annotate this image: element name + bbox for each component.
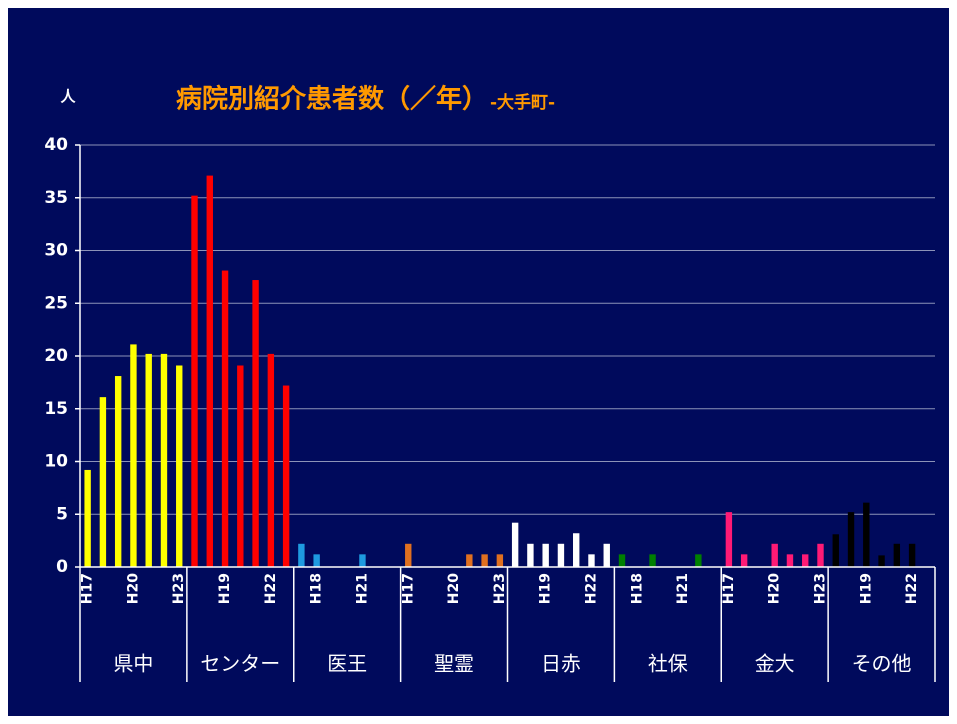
group-label: 日赤: [541, 652, 581, 676]
x-tick-label: H17: [400, 573, 416, 604]
y-tick-label: 25: [44, 293, 68, 313]
bar: [557, 543, 565, 567]
y-tick-label: 10: [44, 452, 68, 472]
x-tick-label: H23: [171, 573, 187, 604]
x-tick-label: H19: [217, 573, 233, 604]
y-tick-label: 20: [44, 346, 68, 366]
bar: [847, 512, 855, 567]
x-tick-label: H18: [309, 573, 325, 604]
bar: [466, 554, 473, 567]
x-tick-label: H17: [80, 573, 96, 604]
bar: [786, 554, 794, 567]
y-tick-label: 30: [44, 241, 68, 261]
x-tick-label: H23: [492, 573, 508, 604]
bar: [160, 353, 168, 567]
x-tick-label: H19: [858, 573, 874, 604]
bar: [649, 554, 656, 567]
bar: [588, 554, 595, 567]
y-tick-label: 5: [56, 504, 68, 524]
bar: [176, 365, 183, 567]
bar: [84, 469, 91, 567]
bar: [267, 353, 275, 567]
x-tick-label: H22: [583, 573, 599, 604]
bar: [359, 554, 366, 567]
bar: [832, 534, 839, 567]
chart-subtitle: -大手町-: [490, 92, 555, 113]
y-axis-label: 人: [60, 88, 76, 106]
bar: [573, 533, 580, 567]
bar: [603, 543, 610, 567]
bar: [481, 554, 488, 567]
group-label: 金大: [755, 652, 795, 676]
bar: [863, 502, 870, 567]
bar: [618, 554, 626, 567]
y-tick-label: 35: [44, 188, 68, 208]
bar: [908, 543, 916, 567]
x-tick-label: H21: [354, 573, 370, 604]
chart-title: 病院別紹介患者数（／年）: [176, 84, 488, 115]
bar: [817, 543, 824, 567]
bar: [725, 512, 733, 567]
bar: [496, 554, 504, 567]
bar: [695, 554, 702, 567]
group-label: センター: [200, 652, 280, 676]
bar: [114, 376, 122, 567]
bar: [298, 543, 305, 567]
bar: [771, 543, 778, 567]
x-tick-label: H20: [767, 573, 783, 604]
bar: [511, 522, 519, 567]
x-tick-label: H20: [125, 573, 141, 604]
group-label: 聖霊: [434, 652, 474, 676]
bar: [893, 543, 901, 567]
bar: [237, 365, 244, 567]
bar: [405, 543, 412, 567]
group-label: その他: [852, 652, 912, 676]
y-tick-label: 15: [44, 399, 68, 419]
group-label: 県中: [113, 652, 153, 676]
bar: [145, 353, 152, 567]
bar: [740, 554, 748, 567]
bar: [878, 555, 885, 567]
x-tick-label: H20: [446, 573, 462, 604]
bar: [527, 543, 534, 567]
bar: [282, 385, 290, 567]
bar: [130, 344, 137, 567]
bar: [191, 195, 198, 567]
group-label: 医王: [327, 652, 367, 676]
bar: [313, 554, 320, 567]
x-tick-label: H22: [904, 573, 920, 604]
bar: [221, 270, 229, 567]
bar: [99, 397, 107, 567]
bar: [802, 554, 809, 567]
bar: [206, 175, 213, 567]
group-label: 社保: [648, 652, 688, 676]
x-tick-label: H19: [538, 573, 554, 604]
y-tick-label: 40: [44, 135, 68, 155]
x-tick-label: H17: [721, 573, 737, 604]
bar: [542, 543, 549, 567]
x-tick-label: H21: [675, 573, 691, 604]
bar: [252, 280, 259, 567]
x-tick-label: H22: [263, 573, 279, 604]
x-tick-label: H18: [629, 573, 645, 604]
y-tick-label: 0: [56, 557, 68, 577]
x-tick-label: H23: [812, 573, 828, 604]
